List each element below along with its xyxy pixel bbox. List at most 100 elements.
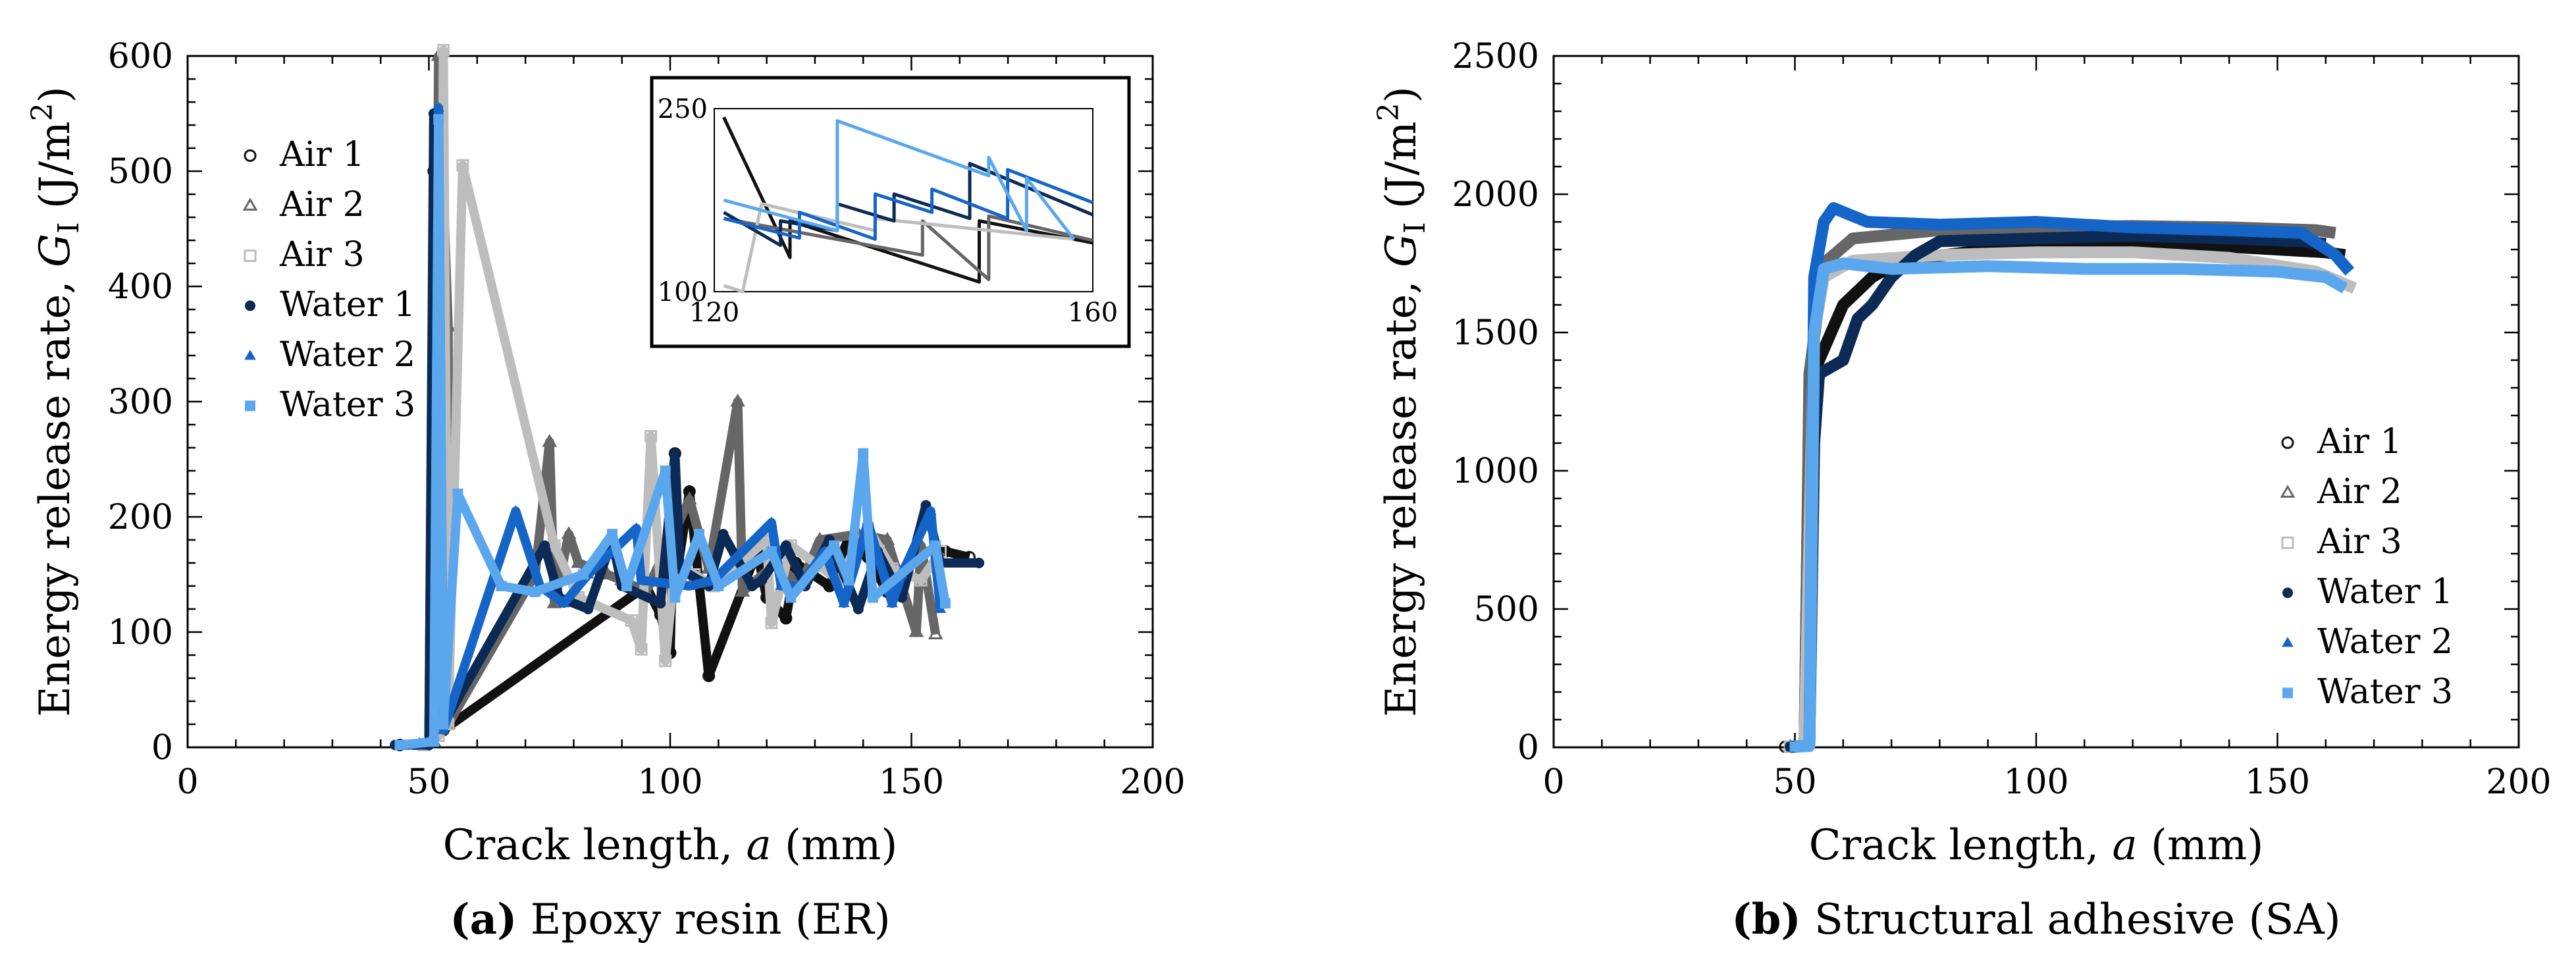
legend-marker-air-2-a [242,198,258,211]
data-point-water-2-a [635,574,647,585]
data-point-water-2-a [838,597,850,608]
tick-labels-a: 0 50 100 150 200 0 100 200 300 400 500 600 [108,37,1186,802]
legend-marker-water-1-a [245,300,255,311]
x-tick-label-b: 0 [1542,762,1564,802]
data-point-water-2-a [510,505,522,516]
y-tick-label-a: 200 [108,498,173,537]
y-tick-label-b: 1500 [1452,313,1539,353]
data-point-water-2-a [766,516,777,527]
inset-x-tick-label: 120 [689,298,739,328]
data-point-air-1-a [779,612,793,625]
data-point-air-2-a [561,526,577,539]
caption-a: (a) Epoxy resin (ER) [450,895,890,944]
plot-frame-b [1552,55,2520,749]
data-point-water-3-a [867,592,878,603]
legend-label-air-3-b: Air 3 [2317,522,2402,562]
data-point-water-3-a [766,546,777,557]
inset-tick-labels: 120 160 100 250 [658,94,1118,328]
legend-marker-water-2-a [244,350,256,360]
data-point-water-3-a [930,540,941,551]
y-tick-label-a: 600 [108,37,173,76]
x-tick-label-a: 100 [637,762,702,802]
data-point-water-2-a [683,579,696,590]
data-point-air-3-a [436,43,450,57]
data-point-water-3-a [939,598,951,609]
legend-marker-air-3-a [244,249,257,262]
data-point-water-3-a [607,529,618,540]
data-point-water-3-a [785,592,797,603]
legend-marker-water-3-b [2282,687,2293,699]
caption-b: (b) Structural adhesive (SA) [1731,895,2340,944]
data-point-water-2-a [558,597,570,608]
chart-panel-a: 0 50 100 150 200 0 100 200 300 400 500 600 Crack le… [26,37,1186,870]
data-point-water-1-a [974,558,985,568]
caption-a-letter: (a) [450,895,517,944]
inset-plot-frame [714,108,1093,292]
data-point-water-3-a [578,569,589,580]
inset-series-line-water-3 [723,119,1076,240]
data-point-air-2-a [571,554,587,568]
x-axis-label-a: Crack length, a (mm) [443,821,898,870]
data-point-air-2-a [681,491,697,505]
legend-label-air-2-a: Air 2 [279,185,365,225]
legend-marker-air-3-b [2281,536,2294,549]
data-point-water-3-a [433,114,444,125]
legend-a: Air 1 Air 2 Air 3 Water 1 Water 2 Water 3 [242,135,415,425]
data-point-water-3-a [670,592,681,603]
axis-ticks-a [186,55,1154,749]
data-point-air-2-a [908,624,924,637]
legend-label-air-2-b: Air 2 [2317,472,2402,512]
data-point-air-3-a [914,573,928,587]
y-tick-label-a: 400 [108,267,173,307]
data-point-air-3-a [625,614,638,627]
data-point-water-2-a [630,522,643,533]
inset-series-line-air-3 [723,202,1074,294]
series-line-air-1-a [400,167,971,750]
legend-marker-air-1-b [2281,436,2294,449]
data-point-water-3-a [713,581,724,591]
data-point-air-2-a [542,434,558,447]
caption-b-text: Structural adhesive (SA) [1814,895,2341,944]
data-point-air-3-a [456,159,469,172]
data-point-water-3-a [829,540,840,551]
inset-series-line-air-2 [723,214,1093,281]
data-point-water-1-a [539,540,550,551]
data-point-water-3-a [843,575,854,586]
legend-label-water-3-b: Water 3 [2317,672,2453,712]
legend-label-air-1-b: Air 1 [2317,422,2402,462]
inset-y-tick-label: 100 [658,277,708,307]
x-axis-label-b: Crack length, a (mm) [1809,821,2264,870]
legend-marker-water-1-b [2282,587,2293,599]
inset-chart: 120 160 100 250 [650,76,1131,348]
x-tick-label-b: 150 [2245,762,2310,802]
data-point-water-1-a [670,448,681,459]
y-tick-label-b: 0 [1517,728,1539,768]
series-line-water-2-b [1794,202,2355,753]
x-tick-label-b: 200 [2486,762,2551,802]
series-group-b [1779,202,2357,753]
legend-marker-water-3-a [245,400,255,412]
data-point-water-1-a [747,581,758,591]
x-tick-label-a: 0 [176,762,198,802]
data-point-air-2-a [730,393,746,407]
inset-y-tick-label: 250 [658,94,708,124]
y-tick-label-a: 500 [108,152,173,192]
data-point-water-3-a [621,581,633,591]
data-point-water-3-a [858,448,869,459]
data-point-water-1-a [718,529,729,540]
data-point-water-1-a [583,604,594,614]
legend-label-water-1-b: Water 1 [2317,572,2453,612]
caption-b-letter: (b) [1731,895,1801,944]
series-line-water-3-a [399,115,950,750]
data-point-water-3-a [529,586,540,597]
data-point-water-3-a [660,466,671,476]
series-line-water-3-b [1794,257,2348,753]
y-tick-label-b: 500 [1474,590,1539,629]
data-point-water-3-a [428,736,439,747]
data-point-air-1-a [702,670,716,682]
y-axis-label-a: Energy release rate, GI (J/m2) [26,86,86,717]
data-point-air-3-a [635,643,648,656]
data-point-water-3-b [1789,741,1801,753]
data-point-water-1-a [853,604,864,614]
